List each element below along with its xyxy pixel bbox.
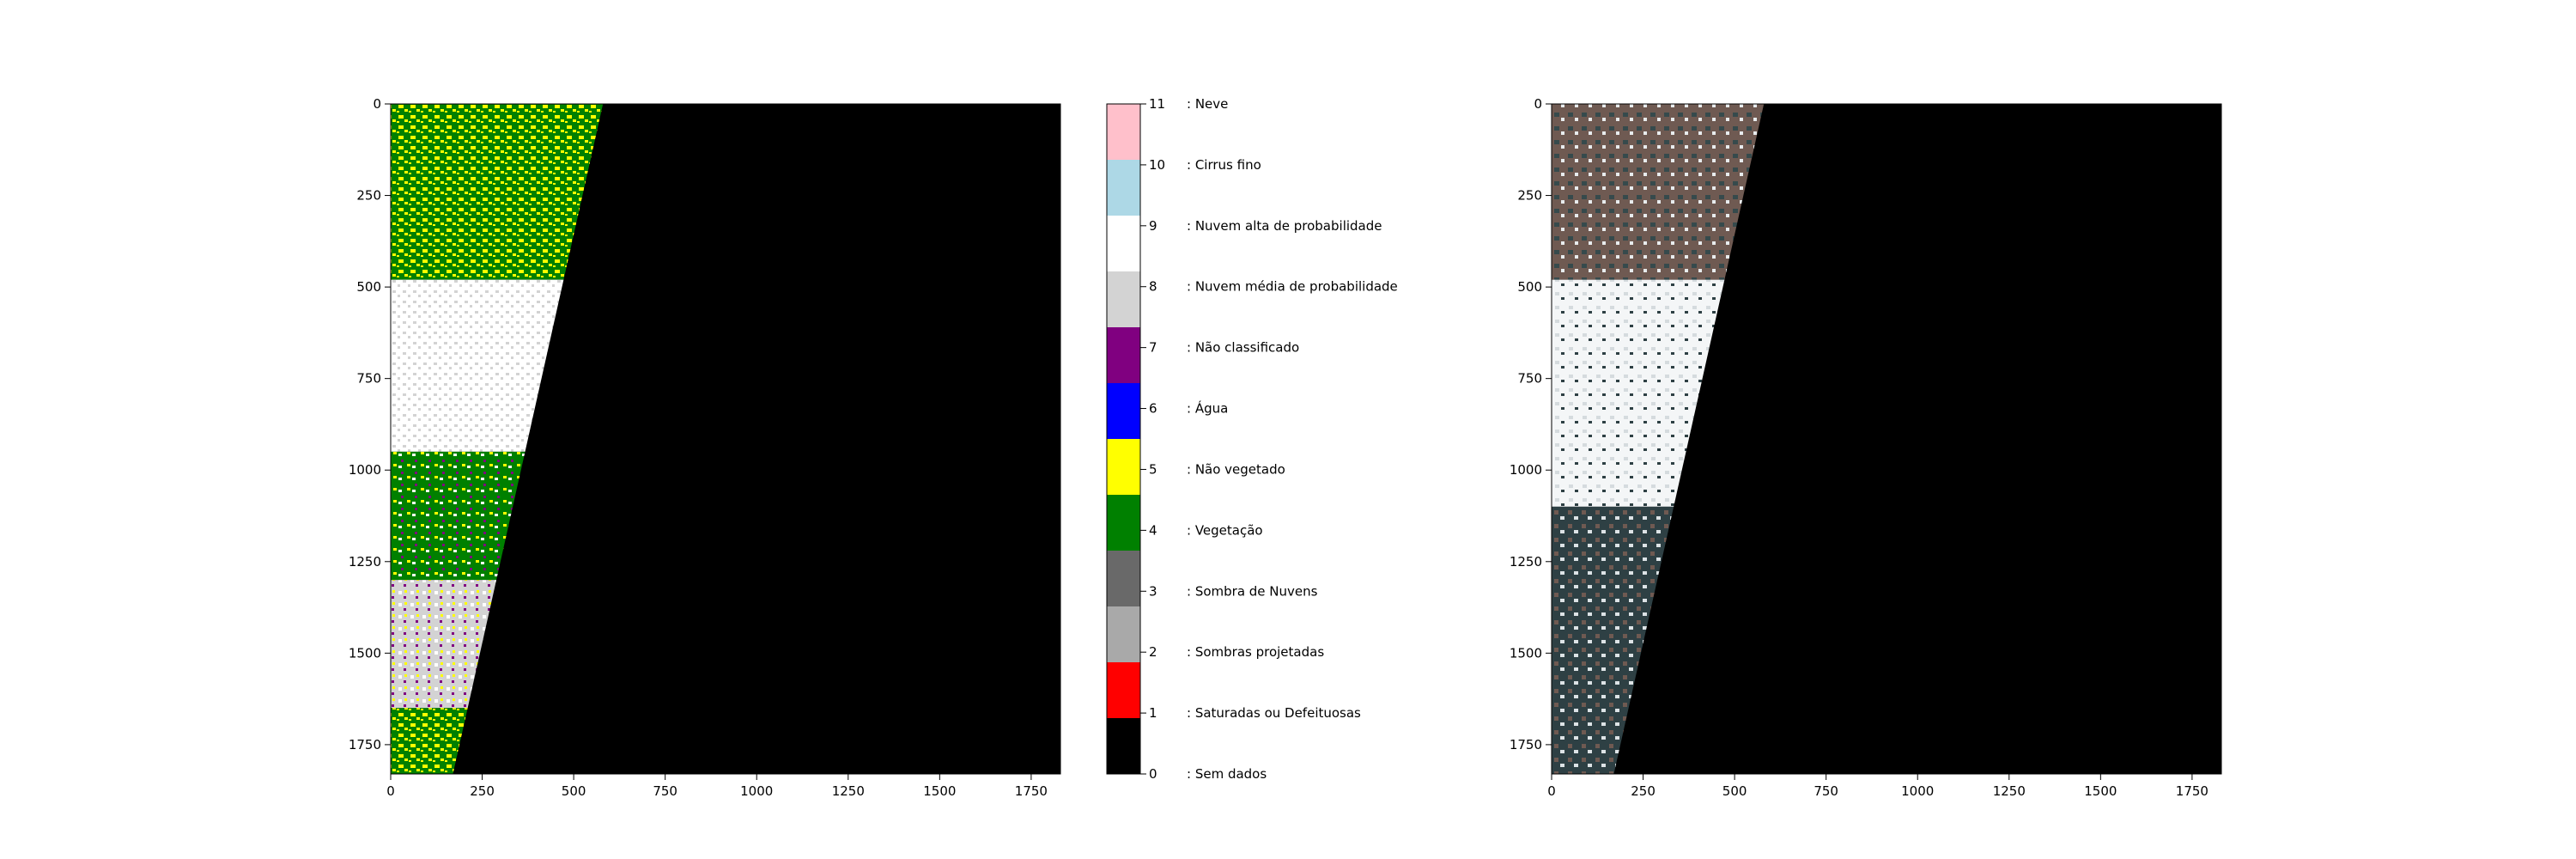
scl-y-tick-label: 500	[356, 279, 381, 295]
scl-region-vegetation-south	[391, 708, 468, 774]
rgb-y-tick-label: 1250	[1510, 554, 1542, 570]
scl-x-tick-label: 1250	[832, 783, 865, 799]
scl-region-cloud-high	[391, 279, 564, 452]
colorbar-legend-label: : Nuvem alta de probabilidade	[1187, 218, 1382, 234]
scl-axes-frame	[390, 103, 1061, 775]
colorbar-tick-label: 3	[1149, 583, 1157, 599]
colorbar-tick-label: 1	[1149, 705, 1157, 721]
rgb-x-tick-label: 1500	[2084, 783, 2117, 799]
colorbar-tick-label: 7	[1149, 340, 1157, 356]
colorbar-tick-label: 8	[1149, 279, 1157, 295]
colorbar-legend-label: : Sombra de Nuvens	[1187, 583, 1318, 599]
colorbar-tick-label: 10	[1149, 157, 1165, 173]
colorbar-tick-label: 5	[1149, 461, 1157, 477]
rgb-axes-frame	[1551, 103, 2222, 775]
scl-region-vegetation-north	[391, 104, 604, 280]
colorbar-frame	[1106, 103, 1141, 775]
colorbar-tick-label: 4	[1149, 522, 1157, 538]
rgb-y-tick-label: 1500	[1510, 645, 1542, 661]
colorbar-tick-label: 6	[1149, 401, 1157, 417]
scl-y-tick-label: 750	[356, 371, 381, 387]
colorbar-segment-11	[1107, 104, 1140, 160]
scl-x-tick-label: 1750	[1015, 783, 1048, 799]
scl-y-tick-label: 1000	[349, 462, 381, 478]
colorbar-segments	[1107, 104, 1140, 774]
rgb-x-tick-label: 0	[1547, 783, 1556, 799]
colorbar-segment-10	[1107, 160, 1140, 216]
rgb-x-tick-label: 750	[1814, 783, 1838, 799]
colorbar-segment-9	[1107, 216, 1140, 271]
colorbar-legend-label: : Cirrus fino	[1187, 157, 1261, 173]
rgb-y-tick-label: 0	[1534, 96, 1542, 112]
rgb-region-clouds	[1552, 279, 1725, 507]
colorbar-legend-label: : Água	[1187, 400, 1228, 417]
colorbar-tick-label: 11	[1149, 96, 1165, 112]
rgb-x-tick-label: 1750	[2176, 783, 2208, 799]
colorbar-segment-0	[1107, 718, 1140, 774]
rgb-y-axis: 0 250 500 750 1000 1250 1500 1750	[1510, 96, 1552, 752]
scl-y-tick-label: 1500	[349, 645, 381, 661]
rgb-x-tick-label: 500	[1722, 783, 1747, 799]
rgb-x-tick-label: 1250	[1993, 783, 2026, 799]
scl-y-tick-label: 0	[373, 96, 381, 112]
colorbar-segment-2	[1107, 606, 1140, 662]
scl-y-tick-label: 1250	[349, 554, 381, 570]
scl-y-axis: 0 250 500 750 1000 1250 1500 1750	[349, 96, 391, 752]
colorbar-segment-5	[1107, 439, 1140, 495]
scl-region-vegetation-mid	[391, 451, 526, 581]
scl-x-tick-label: 250	[470, 783, 495, 799]
colorbar-ticks: 0 1 2 3 4 5 6 7 8 9 10 11	[1140, 96, 1165, 782]
colorbar-legend-label: : Saturadas ou Defeituosas	[1187, 705, 1361, 721]
colorbar-segment-6	[1107, 383, 1140, 439]
colorbar-legend-label: : Sombras projetadas	[1187, 644, 1324, 660]
colorbar-segment-3	[1107, 551, 1140, 606]
rgb-y-tick-label: 1750	[1510, 737, 1542, 752]
rgb-y-tick-label: 500	[1517, 279, 1542, 295]
rgb-y-tick-label: 750	[1517, 371, 1542, 387]
rgb-y-tick-label: 250	[1517, 188, 1542, 204]
scl-y-tick-label: 250	[356, 188, 381, 204]
colorbar-legend-label: : Sem dados	[1187, 766, 1267, 782]
colorbar-segment-8	[1107, 271, 1140, 327]
scl-panel: 0 250 500 750 1000 1250 1500 1750 0 250 500 750 100…	[349, 96, 1061, 799]
scl-x-tick-label: 1500	[923, 783, 956, 799]
colorbar-legend-label: : Neve	[1187, 96, 1228, 112]
rgb-x-tick-label: 1000	[1901, 783, 1934, 799]
scl-x-axis: 0 250 500 750 1000 1250 1500 1750	[386, 774, 1048, 799]
rgb-region-land-south	[1552, 506, 1674, 774]
colorbar-legend-label: : Vegetação	[1187, 522, 1263, 538]
scl-region-cloud-medium	[391, 580, 497, 709]
colorbar-segment-1	[1107, 662, 1140, 718]
scl-x-tick-label: 1000	[740, 783, 773, 799]
scl-y-tick-label: 1750	[349, 737, 381, 752]
colorbar-legend-labels: : Sem dados : Saturadas ou Defeituosas : S…	[1187, 96, 1398, 782]
colorbar-segment-7	[1107, 327, 1140, 383]
rgb-x-axis: 0 250 500 750 1000 1250 1500 1750	[1547, 774, 2208, 799]
colorbar-legend-label: : Não classificado	[1187, 340, 1299, 356]
scl-x-tick-label: 750	[653, 783, 677, 799]
rgb-panel: 0 250 500 750 1000 1250 1500 1750 0 250 500 750 100…	[1510, 96, 2222, 799]
scl-x-tick-label: 0	[386, 783, 395, 799]
scl-x-tick-label: 500	[562, 783, 586, 799]
colorbar-segment-4	[1107, 495, 1140, 551]
rgb-y-tick-label: 1000	[1510, 462, 1542, 478]
colorbar: 0 1 2 3 4 5 6 7 8 9 10 11 : Sem dados : Saturadas ou…	[1106, 96, 1398, 782]
rgb-x-tick-label: 250	[1631, 783, 1656, 799]
rgb-region-land-north	[1552, 104, 1765, 280]
colorbar-legend-label: : Não vegetado	[1187, 461, 1285, 477]
colorbar-tick-label: 9	[1149, 218, 1157, 234]
colorbar-tick-label: 2	[1149, 644, 1157, 660]
colorbar-legend-label: : Nuvem média de probabilidade	[1187, 279, 1398, 295]
colorbar-tick-label: 0	[1149, 766, 1157, 782]
